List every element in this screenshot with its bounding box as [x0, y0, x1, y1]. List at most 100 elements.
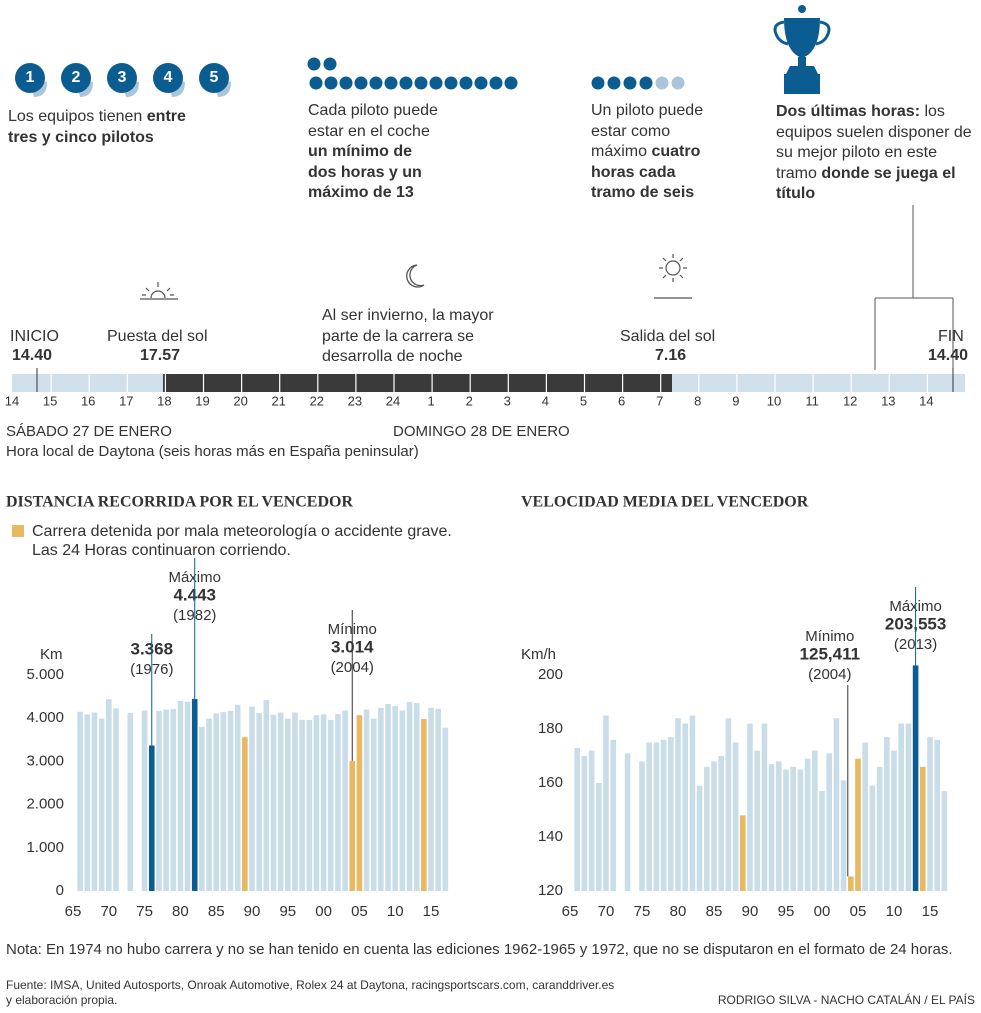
badge: [199, 63, 229, 93]
bar: [768, 764, 775, 891]
hour-label: 7: [656, 393, 663, 408]
badge: [15, 63, 45, 93]
bar: [270, 714, 277, 891]
bar: [610, 739, 616, 891]
bar: [77, 711, 83, 891]
hour-label: 11: [805, 393, 819, 408]
bar: [392, 706, 399, 891]
hour-label: 14: [919, 393, 933, 408]
hour-label: 24: [386, 393, 400, 408]
x-tick-label: 80: [172, 903, 189, 920]
source: Fuente: IMSA, United Autosports, Onroak …: [6, 978, 614, 1008]
bar: [127, 713, 134, 891]
dot: [504, 76, 518, 90]
bar: [378, 707, 384, 891]
bar: [581, 756, 588, 891]
bar: [148, 745, 155, 891]
bar: [855, 758, 861, 891]
bar: [862, 742, 868, 891]
bar: [848, 876, 854, 891]
badge-number: 5: [210, 69, 219, 86]
text: Los equipos tienen: [8, 108, 147, 125]
bar: [826, 753, 832, 891]
driver-dots: [307, 57, 518, 90]
bar: [249, 706, 255, 891]
sunset-time: 17.57: [140, 347, 181, 364]
bar: [199, 726, 205, 891]
x-tick-label: 95: [778, 903, 795, 920]
sunrise-icon: [654, 254, 692, 299]
bar: [675, 718, 681, 891]
hour-label: 23: [348, 393, 362, 408]
hour-label: 20: [233, 393, 247, 408]
bar: [653, 742, 660, 891]
text-line: y elaboración propia.: [6, 993, 118, 1007]
chart-title: DISTANCIA RECORRIDA POR EL VENCEDOR: [6, 494, 353, 511]
y-tick-label: 1.000: [26, 839, 64, 856]
bold-text: entre tres y cinco pilotos: [8, 108, 186, 146]
bar: [299, 719, 305, 891]
dot: [444, 76, 458, 90]
bar: [227, 710, 234, 891]
bar: [804, 758, 811, 891]
bar: [776, 761, 782, 891]
bar: [869, 785, 876, 891]
badge-number: 3: [118, 69, 127, 86]
bar: [234, 704, 241, 891]
text-line: desarrolla de noche: [322, 348, 463, 365]
footnote: Nota: En 1974 no hubo carrera y no se ha…: [6, 941, 953, 958]
bold-text: Dos últimas horas:: [776, 103, 921, 120]
x-tick-label: 70: [100, 903, 117, 920]
bar: [156, 710, 162, 891]
dot: [324, 76, 338, 90]
x-tick-label: 90: [244, 903, 261, 920]
bar: [761, 723, 768, 891]
timeline-note: Hora local de Daytona (seis horas más en…: [6, 443, 419, 460]
bar: [91, 712, 98, 891]
annotation-label: Mínimo: [805, 628, 854, 645]
bar: [335, 713, 341, 891]
bar: [421, 719, 427, 891]
x-tick-label: 00: [315, 903, 332, 920]
dot: [429, 76, 443, 90]
bar: [725, 718, 732, 891]
end-time: 14.40: [928, 347, 969, 364]
hour-label: 18: [157, 393, 171, 408]
bar: [370, 718, 377, 891]
team-badges: 1 2 3 4 5: [15, 63, 231, 97]
bar: [732, 742, 739, 891]
bar: [106, 699, 112, 891]
x-tick-label: 15: [423, 903, 440, 920]
hour-label: 5: [580, 393, 587, 408]
bar: [711, 761, 717, 891]
y-tick-label: 5.000: [26, 666, 64, 683]
bar: [819, 791, 825, 891]
hour-label: 21: [271, 393, 285, 408]
bar: [313, 715, 320, 891]
bold-text: donde se juega el título: [776, 164, 956, 203]
dot: [354, 76, 368, 90]
bar: [206, 718, 212, 891]
x-tick-label: 70: [598, 903, 615, 920]
bar: [98, 718, 105, 891]
text-line: parte de la carrera se: [322, 327, 475, 345]
bar: [442, 727, 449, 891]
bar: [141, 710, 148, 891]
dot: [369, 76, 383, 90]
dot: [414, 76, 428, 90]
y-tick-label: 200: [538, 666, 563, 683]
sunrise-label: Salida del sol: [620, 328, 716, 345]
annotation-value: 125,411: [800, 644, 861, 663]
text-line: Al ser invierno, la mayor: [322, 307, 494, 324]
hour-label: 9: [732, 393, 739, 408]
chart-title: VELOCIDAD MEDIA DEL VENCEDOR: [521, 494, 809, 511]
leader-lines: [874, 205, 954, 370]
bar: [934, 739, 940, 891]
bar: [177, 700, 184, 891]
badge: [61, 63, 91, 93]
bar: [941, 791, 948, 891]
sunrise-time: 7.16: [655, 347, 687, 364]
badge: [153, 63, 183, 93]
y-tick-label: 3.000: [26, 752, 64, 769]
